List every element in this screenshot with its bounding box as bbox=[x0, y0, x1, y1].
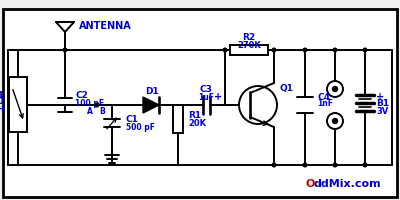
Text: ddMix.com: ddMix.com bbox=[313, 179, 381, 189]
Text: D1: D1 bbox=[145, 86, 159, 96]
Circle shape bbox=[303, 48, 307, 52]
Text: 1uF: 1uF bbox=[198, 92, 214, 102]
Circle shape bbox=[327, 81, 343, 97]
Circle shape bbox=[63, 48, 67, 52]
Circle shape bbox=[363, 163, 367, 167]
Text: R2: R2 bbox=[242, 33, 256, 43]
Bar bbox=[230, 45, 268, 55]
Circle shape bbox=[332, 118, 338, 123]
Text: C2: C2 bbox=[75, 92, 88, 100]
Text: C1: C1 bbox=[126, 114, 139, 123]
Circle shape bbox=[363, 48, 367, 52]
Text: R1: R1 bbox=[188, 110, 201, 119]
Bar bbox=[173, 105, 183, 133]
Circle shape bbox=[272, 163, 276, 167]
Text: 1nF: 1nF bbox=[317, 99, 333, 108]
Text: +: + bbox=[376, 92, 384, 102]
Text: B1: B1 bbox=[376, 99, 389, 108]
Circle shape bbox=[95, 103, 99, 107]
Circle shape bbox=[239, 86, 277, 124]
Text: ANTENNA: ANTENNA bbox=[79, 21, 132, 31]
Text: L1: L1 bbox=[0, 90, 4, 99]
Text: C4: C4 bbox=[317, 92, 330, 102]
Text: A: A bbox=[87, 108, 93, 116]
Circle shape bbox=[303, 163, 307, 167]
Text: 200: 200 bbox=[0, 98, 4, 106]
Text: 500 pF: 500 pF bbox=[126, 122, 155, 132]
Polygon shape bbox=[143, 97, 159, 113]
Text: 270K: 270K bbox=[237, 40, 261, 49]
Text: Q1: Q1 bbox=[280, 84, 294, 94]
Text: μH: μH bbox=[0, 104, 4, 114]
Circle shape bbox=[223, 48, 227, 52]
Circle shape bbox=[327, 113, 343, 129]
Text: O: O bbox=[305, 179, 314, 189]
Bar bbox=[9, 77, 27, 132]
Text: B: B bbox=[99, 108, 105, 116]
Text: +: + bbox=[214, 92, 222, 102]
Text: 100 pF: 100 pF bbox=[75, 98, 104, 108]
Circle shape bbox=[332, 86, 338, 92]
Circle shape bbox=[333, 48, 337, 52]
Text: C3: C3 bbox=[200, 86, 212, 95]
Circle shape bbox=[333, 163, 337, 167]
Text: 20K: 20K bbox=[188, 118, 206, 128]
Circle shape bbox=[272, 48, 276, 52]
Text: 3V: 3V bbox=[376, 106, 388, 116]
